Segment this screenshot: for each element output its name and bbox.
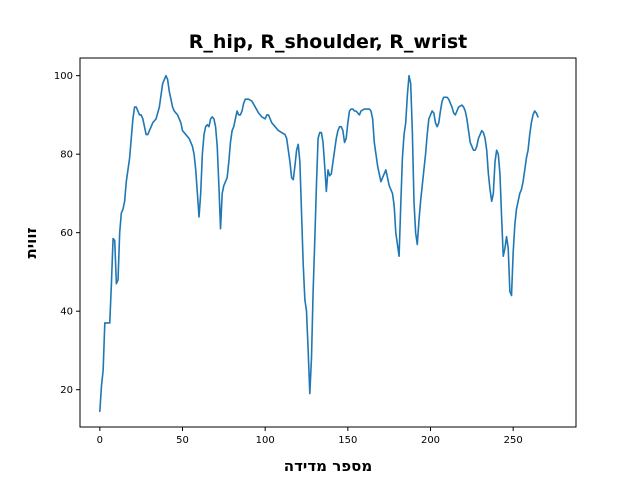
- y-tick-label: 100: [54, 71, 73, 82]
- y-tick-label: 40: [60, 307, 73, 318]
- series-line-0: [99, 74, 539, 413]
- y-tick-label: 60: [60, 228, 73, 239]
- x-tick-label: 0: [97, 435, 103, 446]
- x-tick-label: 250: [504, 435, 523, 446]
- x-tick-label: 200: [421, 435, 440, 446]
- x-tick-label: 100: [256, 435, 275, 446]
- plot-frame: [79, 57, 577, 428]
- chart-title: R_hip, R_shoulder, R_wrist: [189, 31, 468, 53]
- plot-area: 0 50 100 150 200 250 20 40 60 80 100: [54, 57, 577, 446]
- y-axis-label: זווית: [22, 228, 40, 259]
- y-tick-label: 20: [60, 385, 73, 396]
- x-tick-label: 150: [338, 435, 357, 446]
- x-tick-label: 50: [176, 435, 189, 446]
- x-axis-label: מספר מדידה: [284, 457, 372, 475]
- y-tick-label: 80: [60, 150, 73, 161]
